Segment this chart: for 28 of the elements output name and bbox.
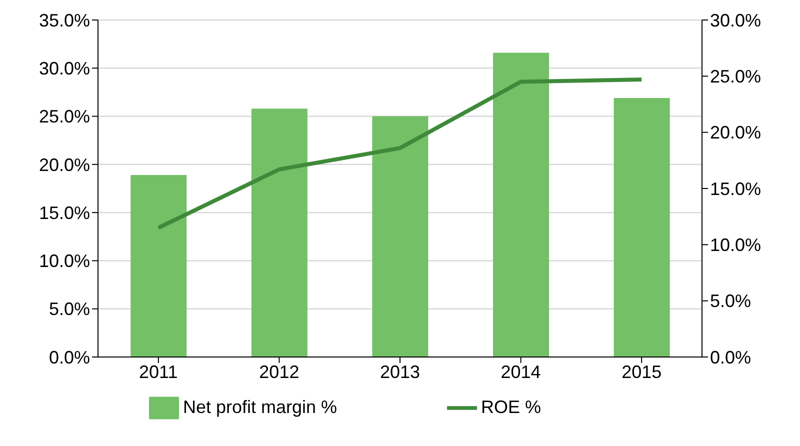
y2-tick-label: 15.0%	[710, 178, 762, 199]
x-tick-label: 2013	[380, 362, 420, 382]
y-tick-label: 10.0%	[38, 251, 90, 272]
y-tick-label: 30.0%	[38, 58, 90, 79]
y2-tick-label: 5.0%	[710, 291, 752, 312]
y2-tick-label: 20.0%	[710, 122, 762, 143]
y2-tick-label: 10.0%	[710, 235, 762, 256]
y2-tick-label: 25.0%	[710, 66, 762, 87]
x-tick-label: 2014	[500, 362, 541, 382]
y-tick-label: 15.0%	[38, 202, 90, 223]
bar	[251, 108, 308, 357]
bar	[493, 52, 550, 357]
bar	[614, 98, 670, 357]
line-series	[156, 78, 644, 230]
y-tick-label: 0.0%	[48, 347, 90, 368]
y-tick-label: 5.0%	[48, 299, 90, 320]
bar	[372, 116, 428, 357]
y2-tick-label: 30.0%	[710, 10, 762, 30]
y2-tick-label: 0.0%	[710, 347, 752, 368]
legend-label: ROE %	[481, 396, 542, 417]
x-tick-label: 2011	[139, 362, 178, 382]
y-tick-label: 25.0%	[38, 106, 90, 127]
bar	[130, 175, 187, 357]
x-tick-label: 2012	[259, 362, 300, 382]
y-tick-label: 35.0%	[38, 10, 90, 30]
x-tick-label: 2015	[622, 362, 662, 382]
y-tick-label: 20.0%	[38, 154, 90, 175]
legend-label: Net profit margin %	[182, 396, 338, 417]
